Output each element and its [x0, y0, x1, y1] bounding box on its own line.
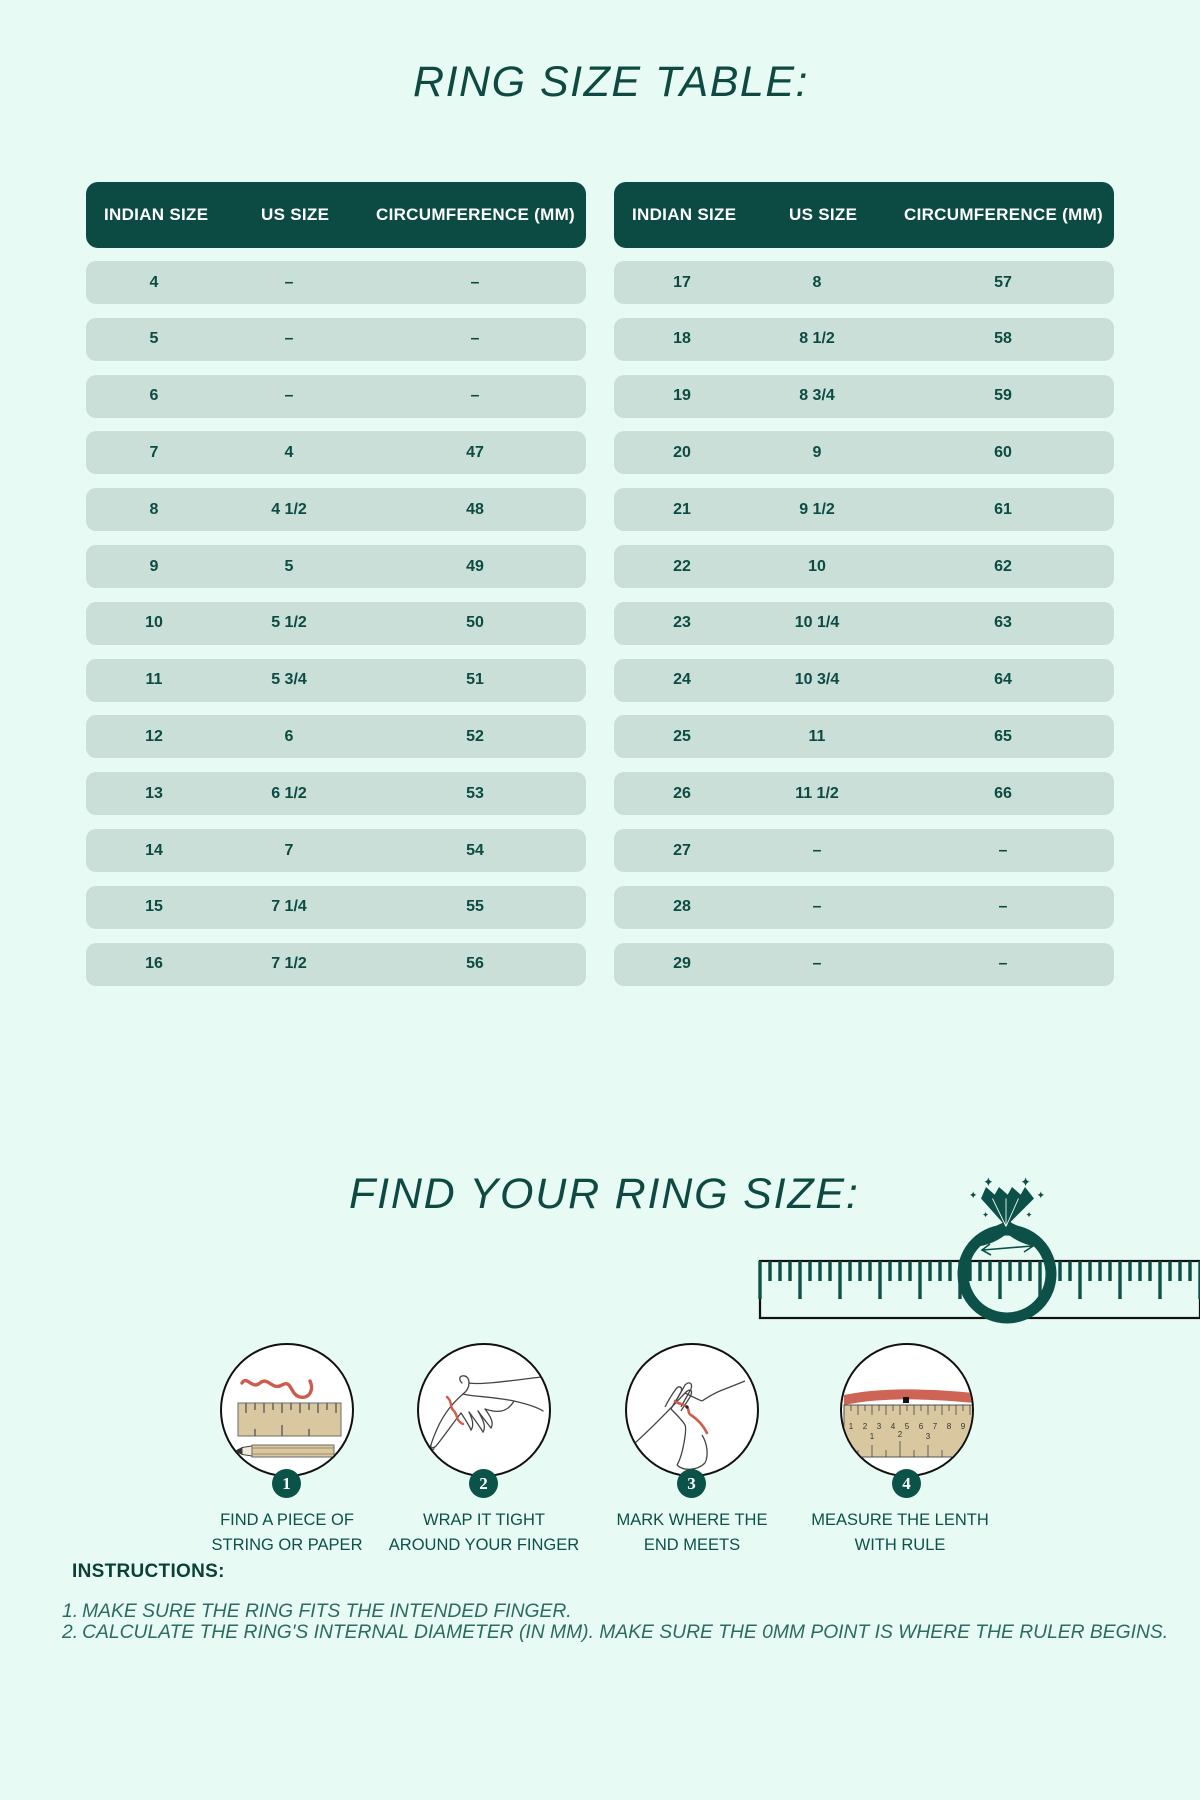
svg-text:9: 9: [961, 1422, 966, 1431]
svg-text:1: 1: [870, 1432, 875, 1441]
svg-text:8: 8: [947, 1422, 952, 1431]
svg-text:3: 3: [926, 1432, 931, 1441]
svg-text:3: 3: [877, 1422, 882, 1431]
svg-text:5: 5: [905, 1422, 910, 1431]
svg-text:2: 2: [863, 1422, 868, 1431]
svg-text:6: 6: [919, 1422, 924, 1431]
svg-text:2: 2: [898, 1430, 903, 1439]
svg-text:4: 4: [891, 1422, 896, 1431]
svg-text:7: 7: [933, 1422, 938, 1431]
svg-text:1: 1: [849, 1422, 854, 1431]
